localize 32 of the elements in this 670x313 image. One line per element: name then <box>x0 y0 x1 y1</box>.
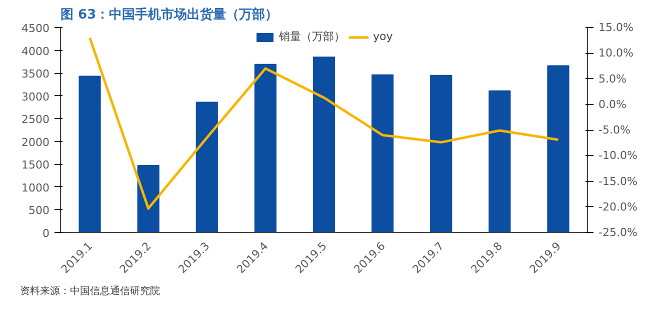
y2-tick-label: 10.0% <box>598 46 634 60</box>
text: 资料来源：中国信息通信研究院 <box>20 285 160 299</box>
y-tick-label: 3500 <box>22 68 50 81</box>
y2-tick-label: -5.0% <box>598 124 630 136</box>
bar <box>196 102 218 232</box>
bar <box>430 74 452 232</box>
y-tick-label: 2500 <box>22 113 50 126</box>
y-tick-label: 500 <box>28 204 50 218</box>
y2-tick-label: -20.0% <box>598 200 638 214</box>
y2-tick-label: 0.0% <box>598 98 626 111</box>
legend-label: 销量（万部） <box>279 29 345 44</box>
y2-tick-label: -10.0% <box>598 149 638 162</box>
bar <box>78 76 101 232</box>
bar <box>312 56 336 232</box>
y-tick-label: 3000 <box>22 90 50 104</box>
chart-title: 图 63：中国手机市场出货量（万部） <box>60 6 278 22</box>
y-tick-label: 0 <box>42 227 50 240</box>
y2-tick-label: 15.0% <box>598 21 634 34</box>
y2-tick-label: -25.0% <box>598 226 638 239</box>
y-tick-label: 1500 <box>22 158 50 172</box>
y-tick-label: 4500 <box>22 22 50 35</box>
bar <box>254 64 276 232</box>
bar <box>488 90 511 232</box>
legend-label: yoy <box>373 30 393 43</box>
bar <box>372 74 394 232</box>
y-tick-label: 2000 <box>22 136 50 149</box>
y2-tick-label: 5.0% <box>598 72 626 86</box>
bar <box>137 165 160 232</box>
bar <box>547 65 570 232</box>
y-tick-label: 4000 <box>22 44 50 58</box>
y-tick-label: 1000 <box>22 181 50 194</box>
y2-tick-label: -15.0% <box>598 174 638 188</box>
